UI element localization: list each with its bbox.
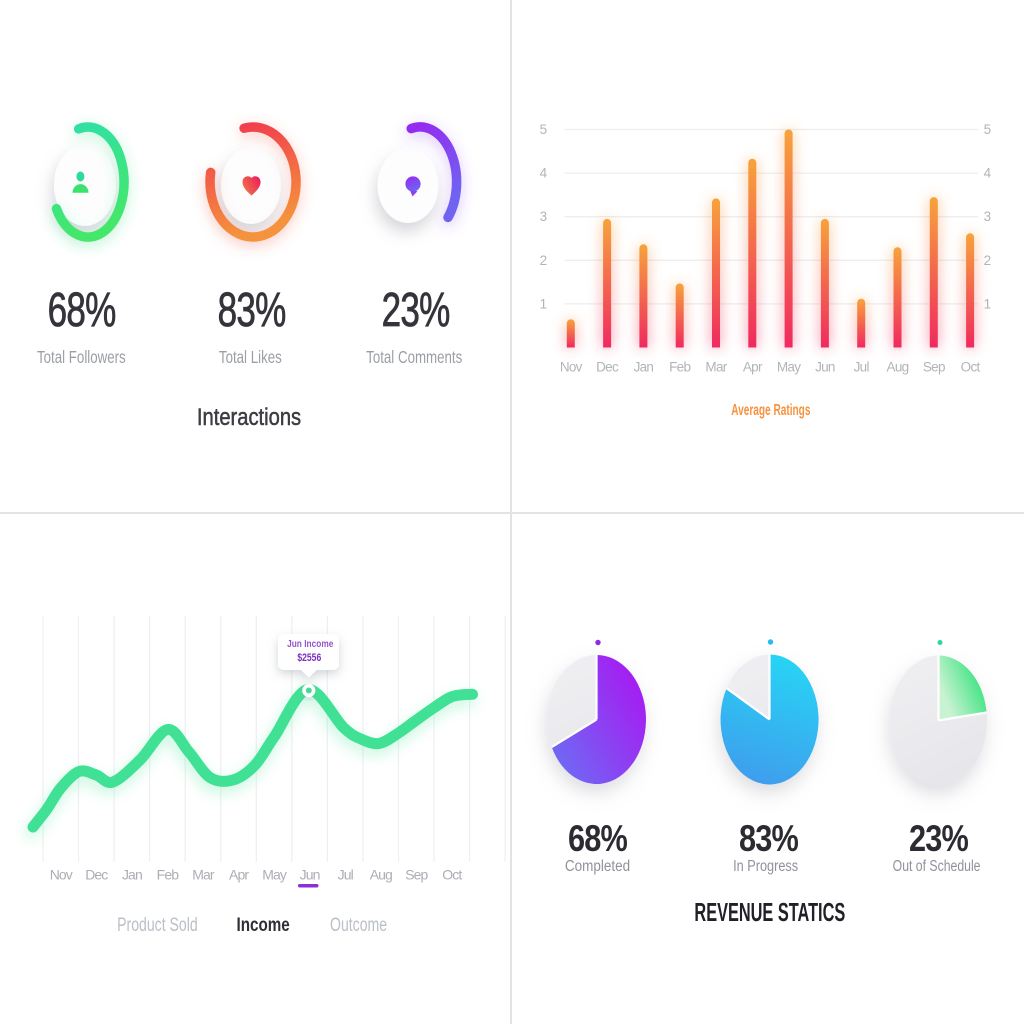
svg-text:Dec: Dec	[596, 360, 619, 375]
svg-text:Jan: Jan	[122, 867, 142, 883]
svg-text:Feb: Feb	[157, 867, 180, 883]
svg-text:May: May	[262, 867, 287, 883]
svg-text:Nov: Nov	[50, 867, 73, 883]
svg-text:2: 2	[984, 253, 991, 268]
svg-text:Aug: Aug	[887, 360, 909, 375]
svg-text:Mar: Mar	[705, 360, 727, 375]
svg-text:Aug: Aug	[370, 867, 392, 883]
svg-text:Sep: Sep	[923, 360, 945, 375]
svg-text:Jun: Jun	[815, 360, 835, 375]
svg-text:May: May	[777, 360, 801, 375]
svg-text:Jul: Jul	[854, 360, 870, 375]
svg-text:Dec: Dec	[85, 867, 108, 883]
svg-text:Nov: Nov	[560, 360, 583, 375]
svg-text:1: 1	[540, 296, 547, 311]
svg-text:5: 5	[540, 122, 547, 137]
svg-text:Oct: Oct	[961, 360, 981, 375]
svg-text:4: 4	[540, 166, 548, 181]
svg-text:3: 3	[984, 209, 991, 224]
svg-text:2: 2	[540, 253, 547, 268]
svg-text:Feb: Feb	[669, 360, 690, 375]
svg-text:4: 4	[984, 166, 992, 181]
svg-text:1: 1	[984, 296, 991, 311]
svg-text:Sep: Sep	[405, 867, 428, 883]
svg-text:Jun: Jun	[300, 867, 320, 883]
svg-text:3: 3	[540, 209, 547, 224]
svg-text:Apr: Apr	[743, 360, 763, 375]
svg-text:Oct: Oct	[442, 867, 462, 883]
svg-text:Apr: Apr	[229, 867, 249, 883]
svg-text:Mar: Mar	[192, 867, 215, 883]
svg-text:Jan: Jan	[634, 360, 654, 375]
svg-text:5: 5	[984, 122, 991, 137]
svg-text:Jul: Jul	[338, 867, 354, 883]
